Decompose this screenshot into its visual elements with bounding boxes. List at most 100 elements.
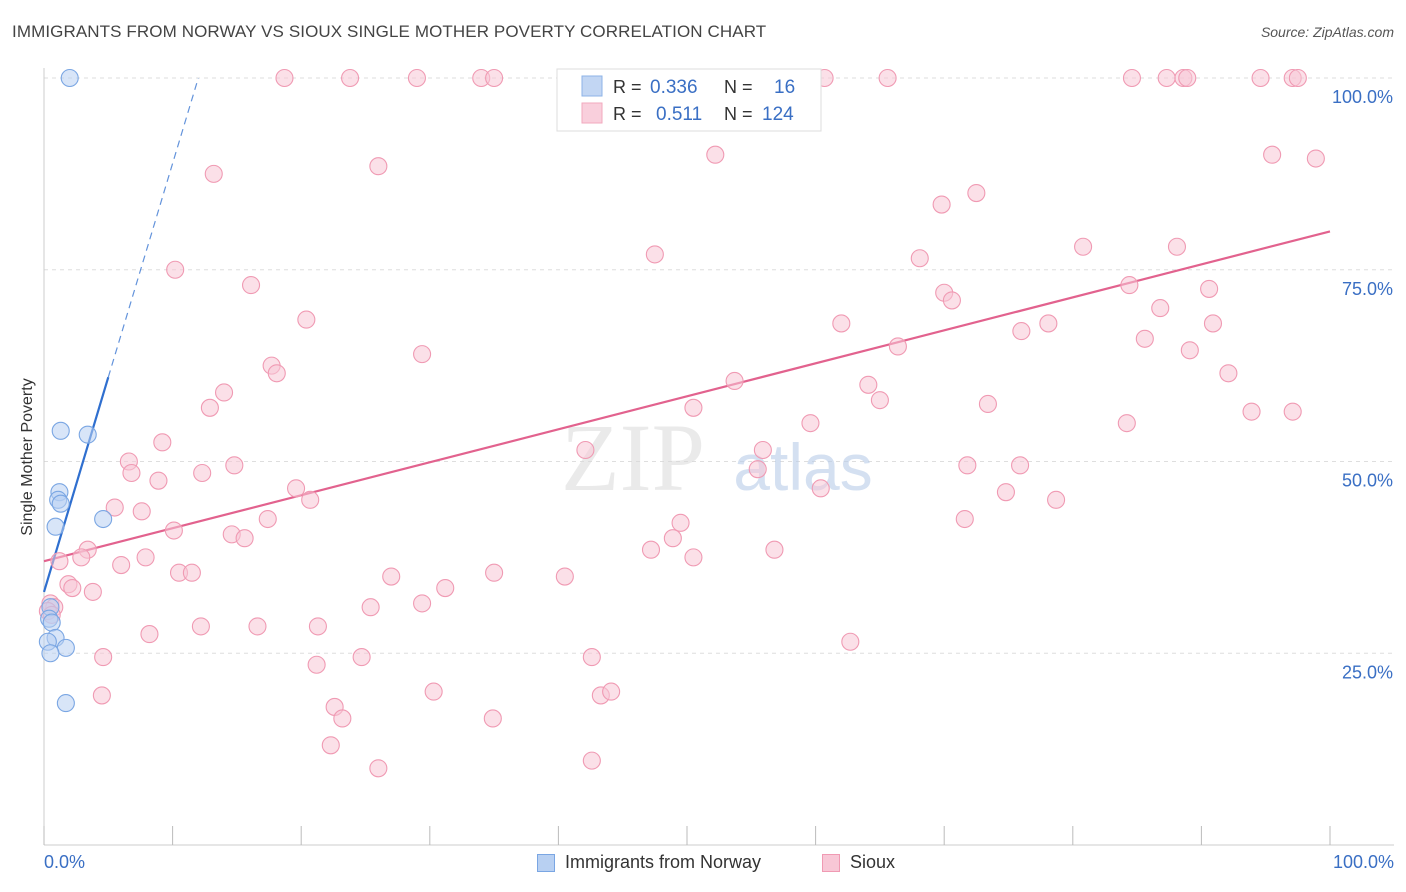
point-sioux-26 bbox=[910, 249, 929, 268]
point-sioux-61 bbox=[225, 456, 244, 475]
point-sioux-112 bbox=[582, 648, 601, 667]
legend-r-value-norway: 0.336 bbox=[650, 77, 698, 98]
point-sioux-80 bbox=[235, 529, 254, 548]
point-sioux-83 bbox=[765, 540, 784, 559]
point-sioux-9 bbox=[1122, 68, 1142, 88]
point-sioux-68 bbox=[287, 479, 306, 498]
legend-n-value-sioux: 124 bbox=[762, 104, 794, 125]
point-sioux-111 bbox=[352, 648, 371, 667]
point-sioux-30 bbox=[1200, 279, 1219, 298]
y-tick-label-1: 75.0% bbox=[1342, 279, 1393, 299]
y-tick-label-2: 50.0% bbox=[1342, 471, 1393, 491]
point-sioux-74 bbox=[132, 502, 151, 521]
point-sioux-27 bbox=[166, 260, 185, 279]
point-sioux-50 bbox=[978, 394, 997, 414]
point-sioux-4 bbox=[485, 68, 504, 88]
y-tick-labels: 100.0% 75.0% 50.0% 25.0% bbox=[1332, 87, 1393, 682]
point-sioux-86 bbox=[136, 548, 155, 567]
y-tick-label-0: 100.0% bbox=[1332, 87, 1393, 107]
point-sioux-39 bbox=[1135, 329, 1154, 348]
point-sioux-91 bbox=[182, 563, 201, 582]
point-sioux-42 bbox=[413, 345, 432, 364]
stats-legend: R = 0.336 N = 16 R = 0.511 N = 124 bbox=[556, 68, 822, 132]
point-sioux-34 bbox=[1039, 314, 1058, 333]
trendline-norway-extension bbox=[107, 77, 199, 378]
point-sioux-62 bbox=[748, 460, 767, 479]
point-sioux-89 bbox=[112, 555, 131, 575]
point-sioux-47 bbox=[859, 375, 878, 394]
point-sioux-65 bbox=[193, 463, 212, 483]
point-norway-7 bbox=[46, 517, 65, 536]
axes bbox=[43, 68, 1394, 846]
point-norway-0 bbox=[60, 68, 79, 88]
point-sioux-35 bbox=[1203, 314, 1223, 333]
trendline-sioux bbox=[43, 230, 1331, 563]
point-sioux-78 bbox=[164, 521, 183, 540]
legend-marker-sioux bbox=[822, 853, 840, 872]
point-sioux-88 bbox=[50, 552, 69, 571]
point-sioux-12 bbox=[1178, 68, 1197, 88]
legend-r-label-sioux: R = bbox=[613, 104, 642, 124]
point-sioux-77 bbox=[671, 513, 690, 532]
point-norway-15 bbox=[56, 694, 75, 713]
point-sioux-69 bbox=[811, 479, 830, 498]
legend-label-norway: Immigrants from Norway bbox=[565, 852, 762, 872]
point-sioux-75 bbox=[258, 509, 277, 529]
point-sioux-13 bbox=[1251, 68, 1270, 88]
point-sioux-37 bbox=[832, 314, 851, 333]
point-sioux-0 bbox=[275, 68, 294, 88]
legend-item-sioux[interactable]: Sioux bbox=[822, 852, 895, 873]
point-sioux-48 bbox=[214, 383, 234, 402]
legend-label-sioux: Sioux bbox=[850, 852, 896, 872]
point-sioux-15 bbox=[1288, 68, 1307, 88]
point-sioux-81 bbox=[663, 529, 682, 548]
legend-swatch-sioux bbox=[581, 102, 603, 124]
point-sioux-94 bbox=[555, 567, 574, 586]
point-sioux-66 bbox=[122, 463, 141, 483]
point-sioux-73 bbox=[105, 498, 124, 517]
point-norway-14 bbox=[41, 644, 60, 663]
point-sioux-70 bbox=[996, 483, 1015, 502]
point-sioux-29 bbox=[1120, 276, 1139, 295]
point-sioux-72 bbox=[1047, 490, 1066, 509]
point-sioux-63 bbox=[958, 456, 977, 475]
point-sioux-108 bbox=[140, 625, 159, 644]
point-sioux-67 bbox=[149, 471, 168, 490]
point-sioux-85 bbox=[72, 548, 91, 567]
point-sioux-58 bbox=[753, 440, 772, 460]
point-sioux-28 bbox=[241, 276, 261, 295]
point-sioux-105 bbox=[191, 617, 210, 636]
point-norway-1 bbox=[51, 421, 70, 440]
legend-swatch-norway bbox=[581, 75, 603, 97]
point-sioux-25 bbox=[645, 245, 664, 264]
point-sioux-96 bbox=[63, 579, 82, 598]
point-sioux-115 bbox=[424, 682, 443, 701]
point-sioux-8 bbox=[878, 68, 897, 88]
point-sioux-46 bbox=[725, 371, 744, 391]
point-sioux-93 bbox=[382, 567, 401, 586]
point-sioux-120 bbox=[483, 709, 502, 728]
point-sioux-45 bbox=[1219, 364, 1238, 383]
point-sioux-53 bbox=[1242, 402, 1261, 421]
point-sioux-40 bbox=[888, 337, 907, 356]
point-sioux-41 bbox=[1180, 341, 1199, 360]
point-norway-5 bbox=[51, 494, 70, 513]
point-sioux-71 bbox=[301, 490, 320, 509]
point-sioux-10 bbox=[1157, 68, 1176, 88]
point-sioux-101 bbox=[361, 598, 380, 617]
series-legend: Immigrants from Norway Sioux bbox=[0, 852, 1406, 878]
point-sioux-110 bbox=[94, 648, 113, 667]
point-sioux-56 bbox=[1117, 414, 1136, 433]
point-sioux-38 bbox=[1012, 322, 1031, 341]
point-sioux-87 bbox=[684, 548, 703, 567]
legend-r-label-norway: R = bbox=[613, 77, 642, 97]
grid-lines bbox=[44, 77, 1394, 654]
point-sioux-54 bbox=[1283, 402, 1302, 421]
point-norway-2 bbox=[78, 425, 97, 444]
point-sioux-59 bbox=[576, 440, 595, 460]
legend-item-norway[interactable]: Immigrants from Norway bbox=[537, 852, 761, 873]
point-sioux-55 bbox=[801, 414, 820, 433]
point-sioux-82 bbox=[641, 540, 661, 559]
point-sioux-18 bbox=[1306, 149, 1325, 168]
